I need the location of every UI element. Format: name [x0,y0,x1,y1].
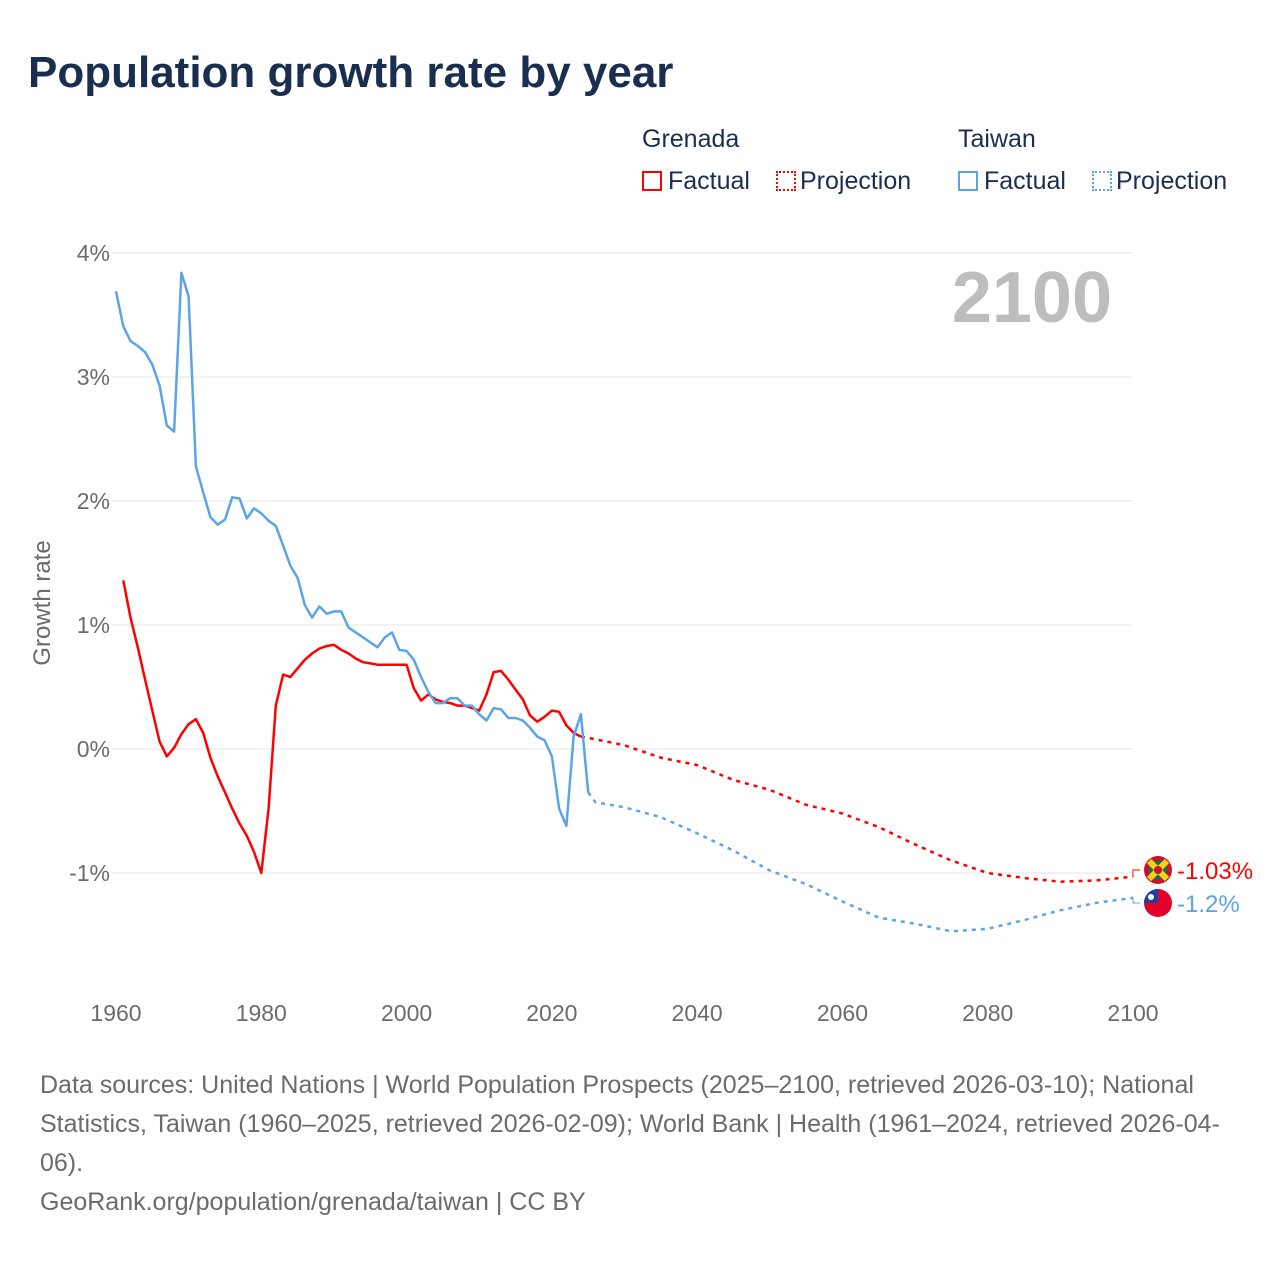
end-value-label: -1.2% [1177,891,1240,918]
legend-label: Factual [668,167,750,195]
credit-link[interactable]: GeoRank.org/population/grenada/taiwan | … [40,1188,586,1216]
series-line-grenada-factual [122,580,582,875]
series-line-taiwan-projection [587,791,1134,933]
legend-swatch-dotted [776,171,796,191]
taiwan-flag-icon [1144,889,1172,917]
y-tick-label: 4% [77,240,110,266]
year-watermark: 2100 [952,258,1112,338]
x-tick-label: 2060 [817,1000,868,1026]
legend-label: Projection [800,167,912,195]
chart-title: Population growth rate by year [28,48,674,97]
grenada-flag-icon [1144,856,1172,884]
x-tick-label: 2100 [1107,1000,1158,1026]
footer: Data sources: United Nations | World Pop… [40,1066,1250,1222]
y-axis-label: Growth rate [29,540,56,665]
legend-taiwan-factual[interactable]: Factual [958,167,1066,196]
legend-group-taiwan: Taiwan [958,125,1036,153]
y-tick-label: 2% [77,488,110,514]
legend-group-grenada: Grenada [642,125,740,153]
end-connector [1132,869,1140,877]
y-tick-label: 0% [77,736,110,762]
end-connector [1132,897,1140,904]
legend-label: Projection [1116,167,1228,195]
legend-label: Factual [984,167,1066,195]
x-tick-label: 2080 [962,1000,1013,1026]
x-tick-label: 1960 [90,1000,141,1026]
end-value-label: -1.03% [1177,858,1253,885]
y-tick-label: 3% [77,364,110,390]
x-tick-label: 2000 [381,1000,432,1026]
plot-area: 2100 Growth rate 4% 3% 2% 1% 0% -1% 1960 1980 20… [29,240,1253,1026]
legend-swatch-dotted [1092,171,1112,191]
series-line-grenada-projection [580,735,1134,883]
legend-grenada-factual[interactable]: Factual [642,167,750,196]
legend-swatch-solid [958,171,978,191]
y-tick-label: 1% [77,612,110,638]
series-line-taiwan-factual [114,271,590,828]
data-sources: Data sources: United Nations | World Pop… [40,1071,1220,1177]
legend-swatch-solid [642,171,662,191]
x-tick-label: 2040 [672,1000,723,1026]
legend-taiwan-projection[interactable]: Projection [1092,167,1227,196]
x-tick-label: 2020 [526,1000,577,1026]
y-tick-label: -1% [69,860,110,886]
x-tick-label: 1980 [236,1000,287,1026]
legend-grenada-projection[interactable]: Projection [776,167,911,196]
